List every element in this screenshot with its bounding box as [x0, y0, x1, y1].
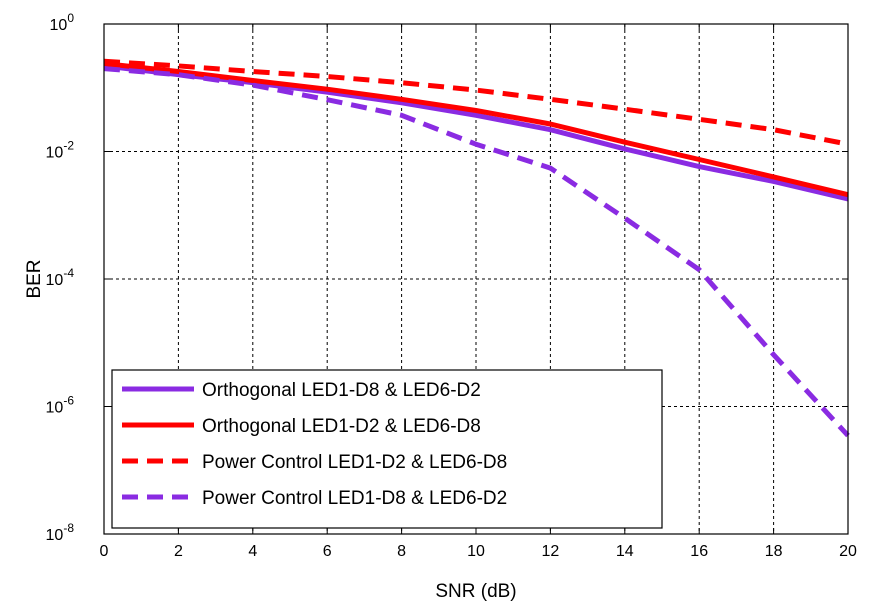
y-tick-label: 10-2 [46, 139, 75, 162]
series-line-1 [103, 63, 849, 202]
x-axis-label: SNR (dB) [435, 581, 516, 602]
x-tick-label: 12 [542, 543, 560, 560]
legend-box [111, 369, 663, 529]
x-tick-label: 8 [397, 543, 406, 560]
x-tick-label: 20 [839, 543, 857, 560]
x-tick-label: 0 [100, 543, 109, 560]
x-tick-label: 18 [765, 543, 783, 560]
legend-label: Power Control LED1-D8 & LED6-D2 [202, 488, 507, 509]
x-tick-label: 2 [174, 543, 183, 560]
y-tick-label: 10-8 [46, 521, 75, 544]
y-tick-label: 10-4 [46, 266, 75, 289]
legend: Orthogonal LED1-D8 & LED6-D2 Orthogonal L… [111, 369, 663, 529]
x-tick-label: 14 [616, 543, 634, 560]
series-line-4 [103, 66, 850, 438]
y-tick-label: 10-6 [46, 394, 75, 417]
legend-label: Orthogonal LED1-D2 & LED6-D8 [202, 416, 481, 437]
y-tick-label: 100 [50, 11, 75, 34]
x-tick-label: 4 [248, 543, 257, 560]
grid [104, 24, 848, 534]
legend-label: Power Control LED1-D2 & LED6-D8 [202, 452, 507, 473]
legend-label: Orthogonal LED1-D8 & LED6-D2 [202, 380, 481, 401]
x-tick-label: 16 [690, 543, 708, 560]
x-tick-label: 10 [467, 543, 485, 560]
series-lines [103, 58, 850, 438]
series-line-2 [103, 61, 849, 198]
y-axis-label: BER [24, 259, 45, 298]
x-tick-label: 6 [323, 543, 332, 560]
